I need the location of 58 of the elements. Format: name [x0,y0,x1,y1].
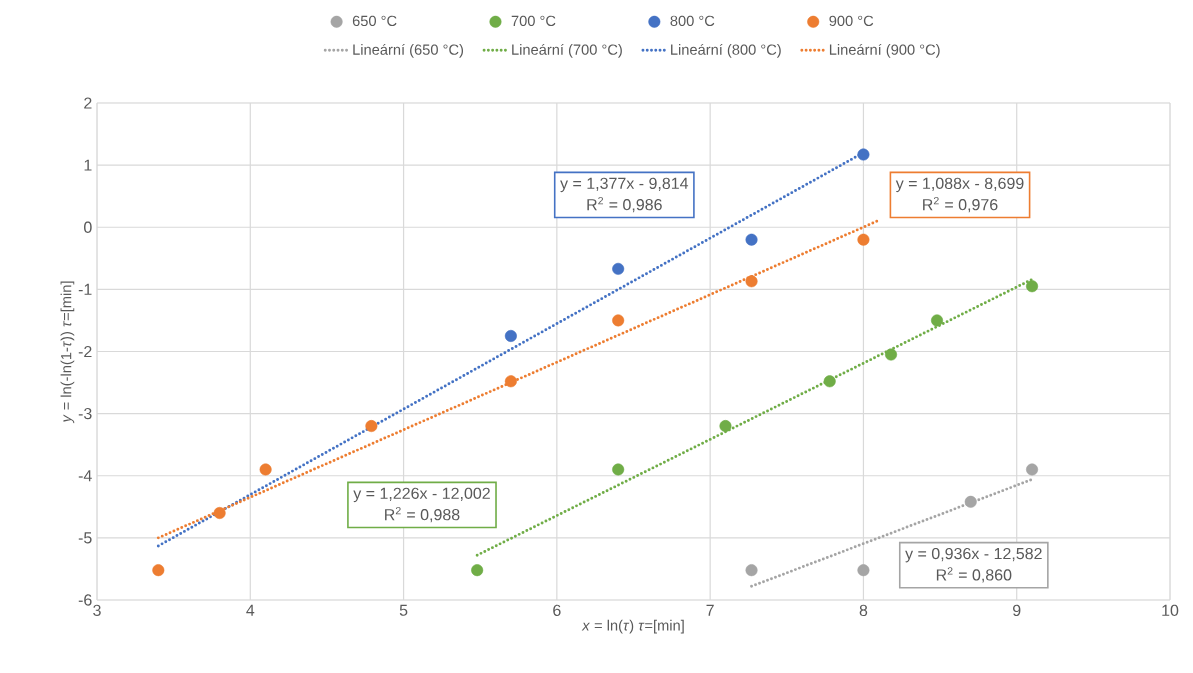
x-tick-label: 3 [93,604,101,617]
annotation: y = 1,377x - 9,814 [560,177,689,193]
point [1026,280,1039,293]
point [504,375,517,388]
y-axis-title: y = ln(-ln(1-τ)) τ=[min] [60,281,75,424]
point [213,507,226,520]
legend-label: Lineární (650 °C) [353,43,464,58]
point [471,564,484,577]
x-tick-label: 7 [706,604,714,616]
annotation: y = 0,936x - 12,582 [905,547,1042,563]
y-tick-label: -4 [78,470,92,482]
point [823,375,836,388]
legend-label: Lineární (900 °C) [829,43,940,58]
point [504,329,517,342]
legend-label: 700 °C [511,15,556,27]
point [857,564,870,577]
point [885,348,898,361]
x-tick-label: 4 [246,604,255,616]
y-tick-label: -5 [78,532,92,544]
point [964,495,977,508]
point [857,148,870,161]
y-tick-label: 2 [84,97,92,109]
annotation: R$^{2}$ = 0,976 [923,196,998,213]
point [259,463,272,476]
x-tick-label: 9 [1013,604,1021,617]
legend-label: 800 °C [670,15,715,27]
point [719,420,732,433]
y-tick-label: 0 [84,221,92,233]
point [365,420,378,433]
y-tick-label: -1 [78,283,92,295]
point [857,233,870,246]
point [931,314,944,327]
x-tick-label: 8 [859,604,868,617]
x-tick-label: 10 [1162,604,1179,617]
point [612,314,625,327]
point [612,463,625,476]
point [1026,463,1039,476]
annotation: R$^{2}$ = 0,986 [587,196,662,213]
point [745,275,758,288]
y-tick-label: -6 [78,594,92,606]
x-tick-label: 5 [399,604,408,616]
annotation: y = 1,088x - 8,699 [895,177,1024,193]
legend-label: Lineární (700 °C) [512,43,622,58]
legend-label: 650 °C [352,15,397,27]
annotation: y = 1,226x - 12,002 [353,487,490,503]
annotation: R$^{2}$ = 0,988 [385,506,460,523]
x-axis-title: x = ln(τ) τ=[min] [581,619,684,634]
point [745,233,758,246]
x-tick-label: 6 [553,604,561,617]
point [745,564,758,577]
y-tick-label: 1 [84,159,92,171]
point [612,262,625,275]
legend-label: 900 °C [829,15,874,27]
y-tick-label: -3 [78,407,92,420]
point [152,564,165,577]
legend-label: Lineární (800 °C) [671,43,781,58]
y-tick-label: -2 [78,345,92,358]
annotation: R$^{2}$ = 0,860 [936,567,1012,583]
